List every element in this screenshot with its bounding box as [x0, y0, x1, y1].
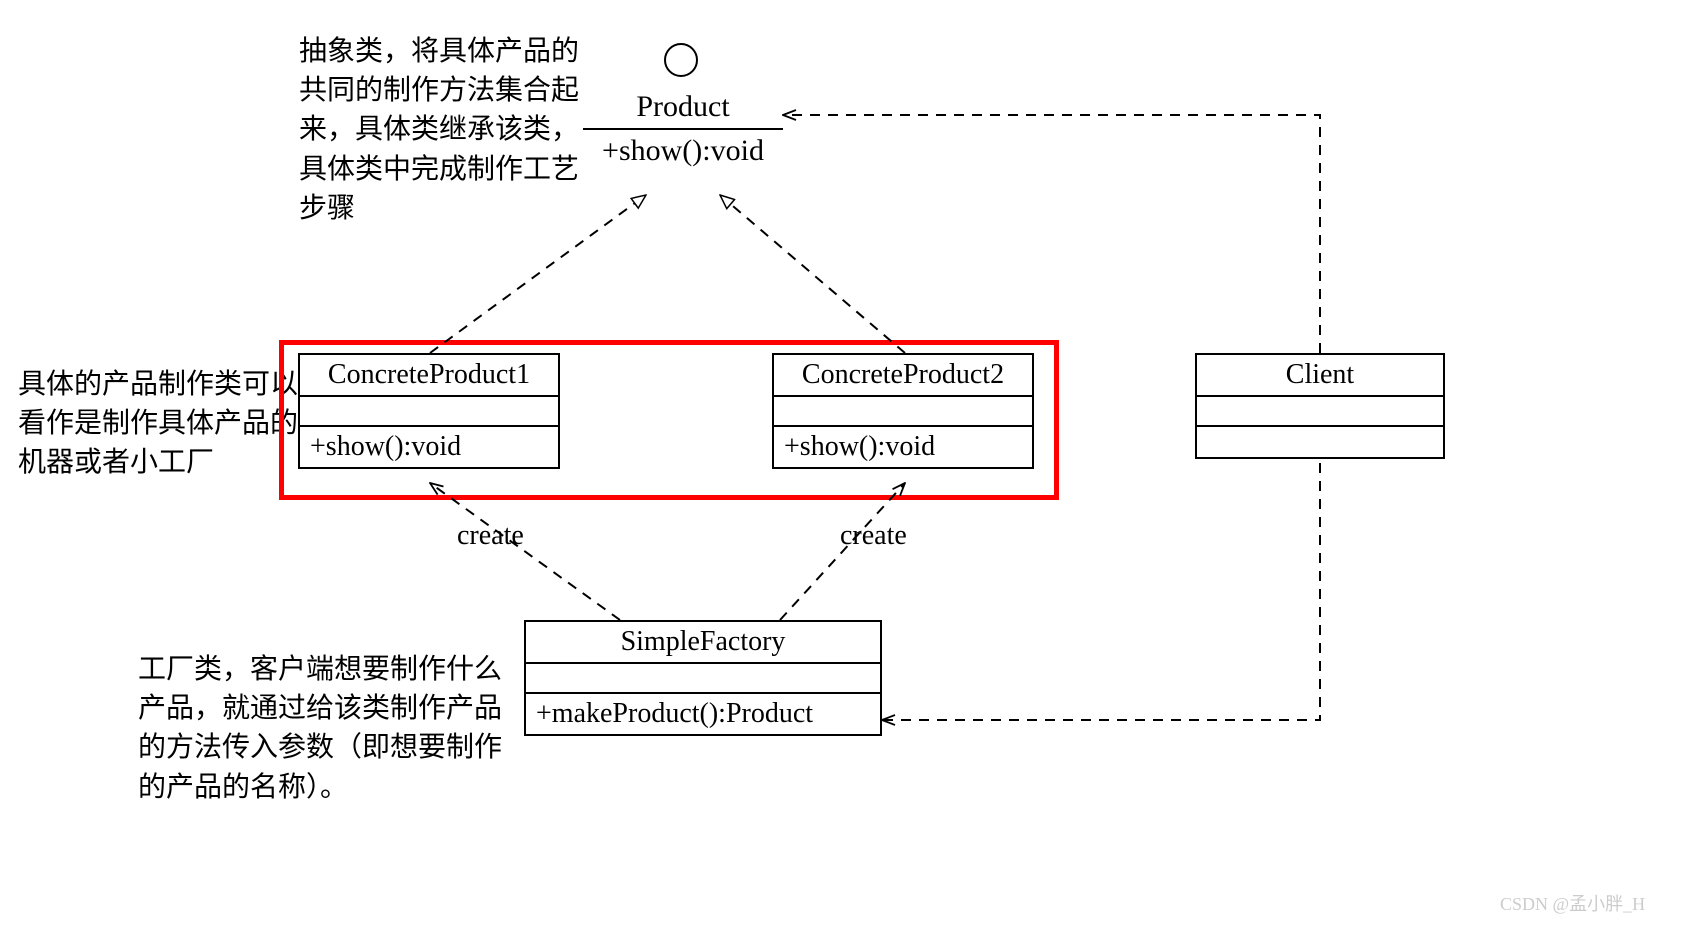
- class-simplefactory: SimpleFactory +makeProduct():Product: [524, 620, 882, 736]
- note-concrete: 具体的产品制作类可以看作是制作具体产品的机器或者小工厂: [18, 365, 298, 483]
- client-attributes: [1197, 397, 1443, 427]
- highlight-concrete-products: [279, 340, 1059, 500]
- watermark: CSDN @孟小胖_H: [1500, 890, 1645, 916]
- edge-client-factory: [882, 463, 1320, 720]
- edge-label-create1: create: [457, 520, 524, 552]
- note-factory: 工厂类，客户端想要制作什么产品，就通过给该类制作产品的方法传入参数（即想要制作的…: [138, 650, 518, 807]
- note-abstract: 抽象类，将具体产品的共同的制作方法集合起来，具体类继承该类，具体类中完成制作工艺…: [299, 32, 579, 228]
- edge-client-product: [783, 115, 1320, 353]
- edge-c2-product: [720, 195, 905, 353]
- class-client: Client: [1195, 353, 1445, 459]
- product-name: Product: [583, 86, 783, 130]
- product-method: +show():void: [583, 130, 783, 172]
- class-product: Product +show():void: [583, 86, 783, 172]
- edge-label-create2: create: [840, 520, 907, 552]
- simplefactory-method: +makeProduct():Product: [526, 694, 880, 734]
- client-methods: [1197, 427, 1443, 457]
- simplefactory-attributes: [526, 664, 880, 694]
- interface-circle: [664, 43, 698, 77]
- simplefactory-name: SimpleFactory: [526, 622, 880, 664]
- client-name: Client: [1197, 355, 1443, 397]
